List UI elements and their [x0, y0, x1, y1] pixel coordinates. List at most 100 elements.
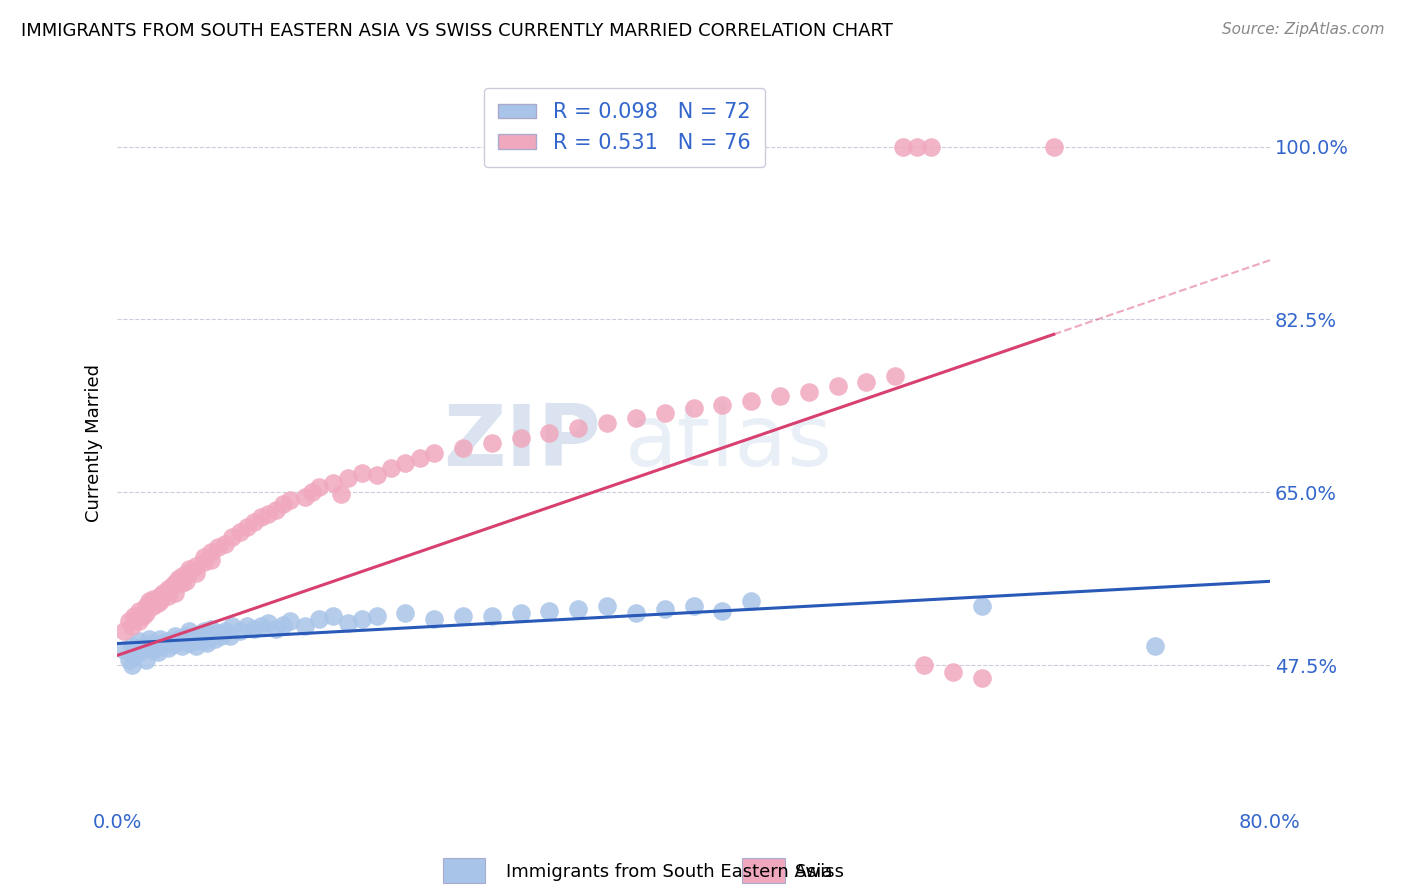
Point — [112, 643, 135, 657]
Point — [124, 648, 146, 663]
Point — [912, 658, 935, 673]
Point — [855, 375, 877, 389]
Point — [193, 555, 215, 569]
Point — [195, 635, 218, 649]
Point — [207, 625, 229, 640]
Point — [905, 139, 928, 153]
Point — [128, 633, 150, 648]
Point — [336, 470, 359, 484]
Point — [142, 643, 165, 657]
Point — [160, 638, 183, 652]
Point — [176, 574, 198, 589]
Point — [308, 612, 330, 626]
Point — [146, 596, 169, 610]
Point — [149, 639, 172, 653]
Point — [135, 638, 157, 652]
Point — [654, 602, 676, 616]
Text: Swiss: Swiss — [794, 863, 845, 881]
Point — [152, 635, 174, 649]
Point — [797, 384, 820, 399]
Point — [243, 622, 266, 636]
Point — [163, 629, 186, 643]
Point — [451, 608, 474, 623]
Point — [186, 559, 208, 574]
Point — [1143, 639, 1166, 653]
Point — [228, 624, 250, 638]
Text: Immigrants from South Eastern Asia: Immigrants from South Eastern Asia — [506, 863, 832, 881]
Point — [596, 599, 619, 613]
Point — [135, 653, 157, 667]
Point — [156, 582, 179, 597]
Point — [352, 612, 374, 626]
Point — [179, 624, 201, 638]
Text: Source: ZipAtlas.com: Source: ZipAtlas.com — [1222, 22, 1385, 37]
Point — [138, 594, 160, 608]
Point — [193, 633, 215, 648]
Text: IMMIGRANTS FROM SOUTH EASTERN ASIA VS SWISS CURRENTLY MARRIED CORRELATION CHART: IMMIGRANTS FROM SOUTH EASTERN ASIA VS SW… — [21, 22, 893, 40]
Point — [409, 450, 432, 465]
Point — [423, 446, 446, 460]
Text: ZIP: ZIP — [444, 401, 602, 484]
Point — [366, 467, 388, 482]
Point — [481, 608, 503, 623]
Point — [179, 635, 201, 649]
Point — [596, 416, 619, 430]
Point — [221, 530, 243, 544]
Point — [538, 604, 561, 618]
Point — [970, 599, 993, 613]
Point — [740, 594, 762, 608]
Point — [654, 406, 676, 420]
Point — [132, 641, 155, 656]
Point — [132, 608, 155, 623]
Point — [394, 606, 416, 620]
Point — [121, 619, 143, 633]
Point — [156, 633, 179, 648]
Point — [138, 632, 160, 646]
Point — [567, 602, 589, 616]
Point — [152, 586, 174, 600]
Point — [128, 604, 150, 618]
Point — [146, 645, 169, 659]
Point — [336, 615, 359, 630]
Point — [352, 466, 374, 480]
Point — [920, 139, 942, 153]
Text: atlas: atlas — [624, 401, 832, 484]
Point — [236, 520, 259, 534]
Point — [170, 576, 193, 591]
Point — [207, 540, 229, 554]
Point — [200, 622, 222, 636]
Point — [942, 665, 965, 680]
Point — [121, 658, 143, 673]
Point — [170, 633, 193, 648]
Point — [322, 475, 344, 490]
Point — [186, 639, 208, 653]
Point — [257, 615, 280, 630]
Point — [214, 537, 236, 551]
Point — [264, 503, 287, 517]
Point — [142, 599, 165, 613]
Point — [193, 624, 215, 638]
Point — [214, 624, 236, 638]
Point — [294, 491, 316, 505]
Point — [149, 589, 172, 603]
Point — [128, 614, 150, 628]
Point — [329, 487, 352, 501]
Point — [236, 619, 259, 633]
Point — [624, 606, 647, 620]
Point — [209, 629, 232, 643]
Point — [179, 562, 201, 576]
Point — [160, 579, 183, 593]
Point — [176, 629, 198, 643]
Point — [271, 497, 294, 511]
Point — [1043, 139, 1066, 153]
Point — [121, 639, 143, 653]
Point — [193, 549, 215, 564]
Point — [294, 619, 316, 633]
Point — [186, 633, 208, 648]
Point — [481, 436, 503, 450]
Point — [166, 572, 188, 586]
Point — [301, 485, 323, 500]
Point — [538, 426, 561, 441]
Point — [451, 441, 474, 455]
Point — [394, 456, 416, 470]
